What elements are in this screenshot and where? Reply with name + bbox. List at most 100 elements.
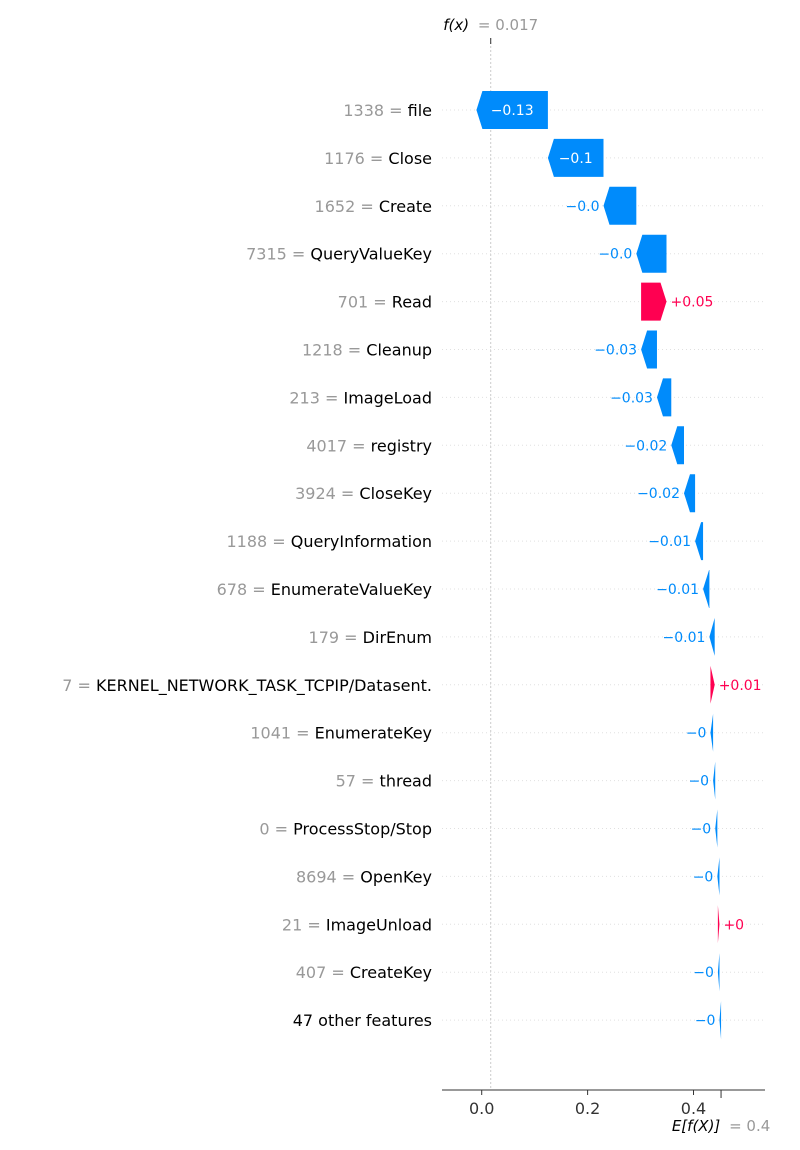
- bar-19: [719, 1001, 722, 1040]
- feature-name-1: Close: [388, 149, 432, 168]
- feature-value-5: 1218 =: [302, 341, 366, 360]
- feature-label-10: 678 = EnumerateValueKey: [217, 580, 432, 599]
- efx-value: = 0.4: [729, 1117, 770, 1135]
- bar-label-5: −0.03: [594, 343, 637, 359]
- bar-label-10: −0.01: [656, 582, 699, 598]
- bar-label-9: −0.01: [648, 534, 691, 550]
- feature-value-13: 1041 =: [250, 724, 314, 743]
- feature-name-19: 47 other features: [293, 1011, 432, 1030]
- bar-13: [710, 713, 714, 752]
- feature-label-1: 1176 = Close: [324, 149, 432, 168]
- feature-value-8: 3924 =: [295, 484, 359, 503]
- feature-name-2: Create: [379, 197, 432, 216]
- feature-label-19: 47 other features: [293, 1011, 432, 1030]
- feature-name-3: QueryValueKey: [310, 245, 432, 264]
- feature-name-11: DirEnum: [363, 628, 432, 647]
- bar-label-15: −0: [691, 822, 712, 838]
- feature-value-18: 407 =: [296, 963, 350, 982]
- bar-label-4: +0.05: [671, 295, 714, 311]
- feature-value-16: 8694 =: [296, 867, 360, 886]
- feature-label-5: 1218 = Cleanup: [302, 341, 432, 360]
- bar-label-16: −0: [693, 869, 714, 885]
- feature-label-11: 179 = DirEnum: [309, 628, 432, 647]
- bar-label-2: −0.0: [566, 199, 600, 215]
- feature-name-13: EnumerateKey: [315, 724, 432, 743]
- feature-label-3: 7315 = QueryValueKey: [246, 245, 432, 264]
- bar-1: [547, 138, 604, 177]
- feature-value-14: 57 =: [336, 772, 380, 791]
- feature-value-10: 678 =: [217, 580, 271, 599]
- feature-label-8: 3924 = CloseKey: [295, 484, 432, 503]
- bar-3: [636, 234, 667, 273]
- bar-14: [713, 761, 716, 800]
- feature-value-15: 0 =: [259, 820, 293, 839]
- feature-value-11: 179 =: [309, 628, 363, 647]
- fx-label: f(x): [443, 16, 469, 34]
- bar-18: [717, 953, 720, 992]
- bar-label-8: −0.02: [637, 486, 680, 502]
- feature-name-12: KERNEL_NETWORK_TASK_TCPIP/Datasent.: [96, 676, 432, 696]
- feature-name-4: Read: [392, 293, 432, 312]
- feature-name-17: ImageUnload: [326, 915, 432, 934]
- fx-annotation: f(x) = 0.017: [443, 16, 538, 34]
- bar-label-19: −0: [695, 1013, 716, 1029]
- x-tick-label-2: 0.4: [681, 1099, 706, 1118]
- feature-name-0: file: [408, 101, 432, 120]
- feature-label-14: 57 = thread: [336, 772, 432, 791]
- feature-label-12: 7 = KERNEL_NETWORK_TASK_TCPIP/Datasent.: [62, 676, 432, 696]
- feature-value-0: 1338 =: [343, 101, 407, 120]
- bar-label-7: −0.02: [624, 438, 667, 454]
- bar-12: [710, 665, 715, 704]
- bar-10: [703, 570, 710, 608]
- bar-label-3: −0.0: [598, 247, 632, 263]
- x-tick-label-0: 0.0: [469, 1099, 494, 1118]
- feature-value-3: 7315 =: [246, 245, 310, 264]
- feature-name-5: Cleanup: [366, 341, 432, 360]
- fx-value: = 0.017: [478, 16, 538, 34]
- efx-label: E[f(X)]: [672, 1117, 721, 1135]
- feature-name-16: OpenKey: [360, 867, 432, 886]
- x-tick-label-1: 0.2: [575, 1099, 600, 1118]
- feature-name-7: registry: [371, 436, 432, 455]
- feature-value-6: 213 =: [289, 388, 343, 407]
- bar-label-6: −0.03: [610, 390, 653, 406]
- feature-value-9: 1188 =: [226, 532, 290, 551]
- bar-label-18: −0: [693, 965, 714, 981]
- feature-name-14: thread: [380, 772, 432, 791]
- bar-label-11: −0.01: [662, 630, 705, 646]
- feature-label-0: 1338 = file: [343, 101, 432, 120]
- feature-value-12: 7 =: [62, 676, 96, 695]
- feature-value-7: 4017 =: [306, 436, 370, 455]
- waterfall-bars: −0.13 −0.1 −0.0 −0.0 +0.05 −0.03 −0.03 −0.02 −0.…: [476, 91, 762, 1040]
- feature-name-8: CloseKey: [359, 484, 432, 503]
- bar-label-1: −0.1: [559, 151, 593, 167]
- feature-name-9: QueryInformation: [291, 532, 432, 551]
- bar-9: [695, 522, 704, 561]
- feature-value-17: 21 =: [282, 915, 326, 934]
- feature-labels: 1338 = file 1176 = Close 1652 = Create 7315…: [62, 101, 432, 1030]
- bar-label-13: −0: [686, 726, 707, 742]
- x-axis: 0.0 0.2 0.4: [442, 1089, 765, 1118]
- feature-name-10: EnumerateValueKey: [271, 580, 432, 599]
- feature-label-18: 407 = CreateKey: [296, 963, 432, 982]
- bar-label-0: −0.13: [491, 103, 534, 119]
- bar-0: [476, 91, 548, 129]
- bar-2: [603, 186, 637, 225]
- feature-value-4: 701 =: [338, 293, 392, 312]
- feature-label-4: 701 = Read: [338, 293, 432, 312]
- feature-name-6: ImageLoad: [344, 388, 433, 407]
- efx-annotation: E[f(X)] = 0.4: [672, 1117, 770, 1135]
- bar-5: [641, 330, 657, 369]
- bar-6: [656, 378, 672, 417]
- bar-label-14: −0: [688, 774, 709, 790]
- feature-label-6: 213 = ImageLoad: [289, 388, 432, 407]
- bar-16: [717, 857, 720, 896]
- feature-label-7: 4017 = registry: [306, 436, 432, 455]
- bar-4: [641, 282, 667, 321]
- feature-name-18: CreateKey: [350, 963, 432, 982]
- bar-11: [709, 617, 715, 656]
- bar-15: [715, 809, 718, 848]
- feature-label-13: 1041 = EnumerateKey: [250, 724, 432, 743]
- feature-label-17: 21 = ImageUnload: [282, 915, 432, 934]
